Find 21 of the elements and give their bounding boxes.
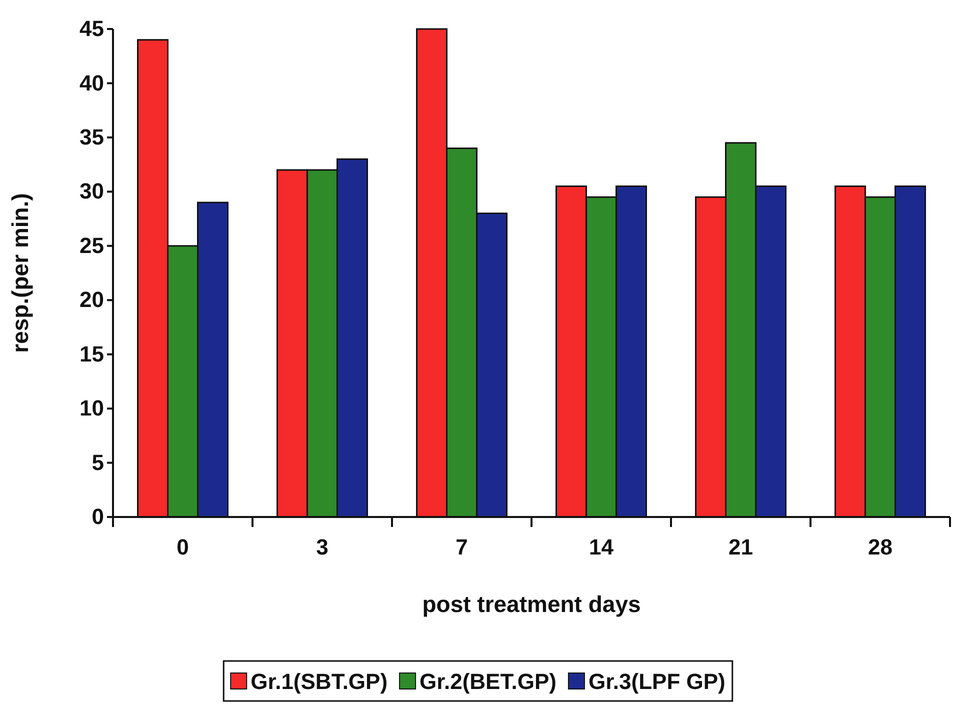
- y-tick-label: 10: [80, 396, 104, 421]
- y-tick-label: 0: [92, 504, 104, 530]
- x-tick-label: 3: [316, 534, 328, 560]
- y-tick-label: 30: [80, 178, 104, 204]
- x-axis-title: post treatment days: [422, 591, 641, 617]
- x-tick-label: 0: [176, 534, 189, 560]
- y-tick-label: 20: [80, 287, 104, 312]
- legend-label: Gr.1(SBT.GP): [250, 669, 388, 694]
- y-tick-label: 15: [80, 341, 104, 366]
- y-axis-title: resp.(per min.): [7, 193, 33, 353]
- y-tick-label: 5: [92, 450, 104, 475]
- x-tick-label: 28: [868, 534, 892, 560]
- y-tick-label: 35: [80, 124, 104, 150]
- legend-label: Gr.2(BET.GP): [420, 669, 556, 694]
- y-tick-label: 40: [80, 70, 104, 96]
- y-tick-label: 45: [80, 16, 104, 42]
- x-tick-label: 21: [728, 534, 753, 560]
- x-tick-label: 14: [589, 534, 614, 560]
- x-tick-label: 7: [456, 534, 468, 560]
- legend-label: Gr.3(LPF GP): [588, 669, 726, 694]
- y-tick-label: 25: [80, 232, 104, 258]
